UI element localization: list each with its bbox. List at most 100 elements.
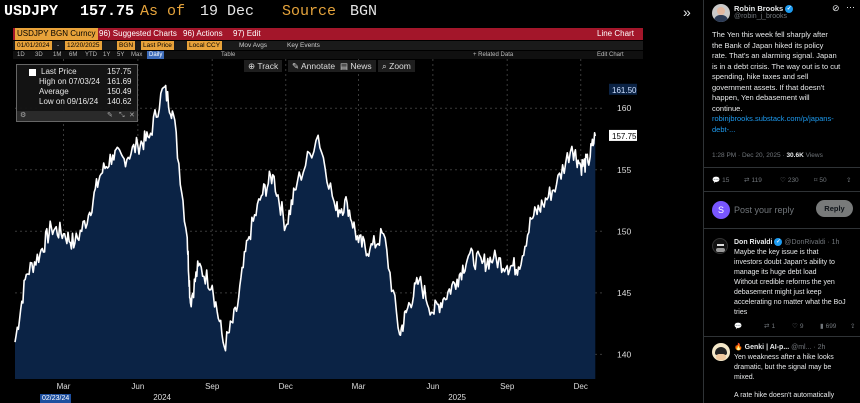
tweet-link[interactable]: robinjbrooks.substack.com/p/japans- — [712, 114, 834, 123]
author-handle[interactable]: @robin_j_brooks — [734, 13, 788, 20]
like-action[interactable]: ♡ 230 — [780, 176, 799, 184]
reply-author: Don Rivaldi — [734, 238, 773, 246]
heart-icon: ♡ — [780, 177, 786, 184]
reply-input[interactable]: Post your reply — [734, 205, 795, 215]
y-tick-label: 150 — [617, 226, 631, 236]
repost-icon: ⇄ — [764, 323, 770, 330]
reply-author-row[interactable]: Don Rivaldi ✓ @DonRivaldi · 1h — [734, 238, 839, 246]
author-name: Robin Brooks — [734, 4, 784, 13]
actions-menu[interactable]: 96) Actions — [183, 29, 223, 38]
annotate-tool[interactable]: ✎ Annotate — [288, 60, 340, 72]
tweet-meta: 1:28 PM · Dec 20, 2025 · 30.6K Views — [712, 152, 823, 159]
start-date-box[interactable]: 01/01/2024 — [15, 41, 52, 50]
reply-repost-action[interactable]: ⇄ 1 — [764, 322, 775, 330]
reply-icon: 💬 — [712, 177, 721, 184]
field-box[interactable]: Last Price — [141, 41, 174, 50]
range-1y[interactable]: 1Y — [103, 52, 111, 58]
reply-like-count: 9 — [799, 323, 804, 330]
high-value-badge: 161.50 — [612, 86, 637, 95]
reply-line: tries — [734, 309, 748, 316]
tweet-line: happen, Yen debasement will — [712, 93, 810, 102]
zoom-label: Zoom — [389, 61, 411, 71]
news-tool[interactable]: ▤ News — [336, 60, 376, 72]
terminal-range-bar: 1D 3D 1M 6M YTD 1Y 5Y Max Daily Table + … — [13, 51, 643, 59]
frequency-select[interactable]: Daily — [147, 51, 165, 59]
views-icon: ▮ — [820, 323, 824, 330]
legend-checkbox[interactable] — [29, 69, 36, 76]
reply-reply-action[interactable]: 💬 — [734, 322, 742, 330]
year-label: 2025 — [448, 393, 466, 402]
tweet-time[interactable]: 1:28 PM · Dec 20, 2025 · — [712, 152, 785, 159]
price-area — [15, 85, 596, 379]
legend-row-low: Low on 09/16/24 140.62 — [39, 97, 131, 107]
repost-action[interactable]: ⇄ 119 — [744, 176, 762, 184]
cursor-date-label: 02/23/24 — [40, 394, 72, 403]
track-tool[interactable]: ⊕ Track — [244, 60, 283, 72]
close-icon[interactable]: ✕ — [129, 112, 135, 119]
share-action[interactable]: ⇪ — [846, 176, 851, 184]
range-ytd[interactable]: YTD — [85, 52, 97, 58]
legend-label: Average — [39, 87, 69, 96]
reply-author-row[interactable]: 🔥 Genki | AI-p... @ml... · 2h — [734, 343, 825, 351]
reply-views-action[interactable]: ▮ 699 — [820, 322, 836, 330]
legend-value: 161.69 — [107, 77, 132, 86]
end-date-box[interactable]: 12/20/2025 — [65, 41, 102, 50]
mov-avgs-toggle[interactable]: Mov Avgs — [239, 42, 268, 49]
terminal-control-bar: 01/01/2024 - 12/20/2025 BGN Last Price L… — [13, 41, 643, 50]
sidebar-strip: » — [645, 0, 703, 403]
tweet-link-cont[interactable]: debt-... — [712, 124, 736, 134]
range-5y[interactable]: 5Y — [117, 52, 125, 58]
author-name-row[interactable]: Robin Brooks ✓ — [734, 4, 794, 14]
verified-icon: ✓ — [774, 238, 783, 246]
shrink-icon[interactable]: ⤡ — [119, 112, 125, 119]
range-1d[interactable]: 1D — [17, 52, 25, 58]
x-tick-label: Sep — [205, 382, 220, 391]
edit-chart-button[interactable]: Edit Chart — [597, 52, 624, 58]
legend-label: Low on 09/16/24 — [39, 97, 99, 106]
heart-icon: ♡ — [792, 323, 798, 330]
pencil-icon[interactable]: ✎ — [107, 112, 113, 119]
x-tick-label: Jun — [426, 382, 439, 391]
range-1m[interactable]: 1M — [53, 52, 62, 58]
legend-toolbar: ⚙ ✎ ⤡ ✕ — [17, 111, 137, 121]
tweet-body: The Yen this week fell sharply after the… — [712, 30, 860, 135]
bookmark-count: 50 — [819, 177, 827, 184]
range-6m[interactable]: 6M — [69, 52, 78, 58]
news-label: News — [350, 61, 372, 71]
key-events-toggle[interactable]: Key Events — [287, 42, 320, 49]
ccy-box[interactable]: Local CCY — [187, 41, 223, 50]
reply-repost-count: 1 — [771, 323, 776, 330]
source-value: BGN — [350, 3, 378, 20]
related-data-button[interactable]: + Related Data — [473, 52, 514, 58]
expand-icon[interactable]: » — [683, 4, 691, 20]
more-icon[interactable]: ⋯ — [846, 2, 855, 12]
reply-avatar[interactable] — [712, 238, 728, 254]
reply-share-action[interactable]: ⇪ — [850, 322, 855, 330]
last-value-badge-bg — [609, 129, 637, 141]
gear-icon[interactable]: ⚙ — [20, 112, 27, 119]
table-toggle[interactable]: Table — [221, 52, 236, 58]
annotate-label: Annotate — [301, 61, 336, 71]
share-icon: ⇪ — [846, 177, 852, 184]
zoom-tool[interactable]: ⌕ Zoom — [378, 60, 415, 72]
legend-label: High on 07/03/24 — [39, 77, 100, 86]
range-3d[interactable]: 3D — [35, 52, 43, 58]
reply-avatar[interactable] — [712, 343, 730, 361]
source-box[interactable]: BGN — [117, 41, 136, 50]
reply-button[interactable]: Reply — [816, 200, 853, 217]
legend-label: Last Price — [41, 67, 77, 76]
author-avatar[interactable] — [712, 4, 730, 22]
x-axis: Mar Jun Sep Dec Mar Jun Sep Dec 2024 2025 — [57, 382, 588, 402]
track-label: Track — [257, 61, 279, 71]
reply-action[interactable]: 💬 15 — [712, 176, 729, 184]
grok-icon[interactable]: ⊘ — [832, 3, 840, 13]
reply-like-action[interactable]: ♡ 9 — [792, 322, 803, 330]
suggested-charts-menu[interactable]: 96) Suggested Charts — [99, 29, 177, 38]
bookmark-action[interactable]: ⌑ 50 — [814, 176, 827, 184]
user-avatar[interactable]: S — [712, 201, 730, 219]
range-max[interactable]: Max — [131, 52, 143, 58]
security-box[interactable]: USDJPY BGN Curncy — [15, 28, 98, 40]
share-icon: ⇪ — [850, 323, 856, 330]
edit-menu[interactable]: 97) Edit — [233, 29, 261, 38]
reply-line: manage its huge debt load — [734, 269, 817, 276]
